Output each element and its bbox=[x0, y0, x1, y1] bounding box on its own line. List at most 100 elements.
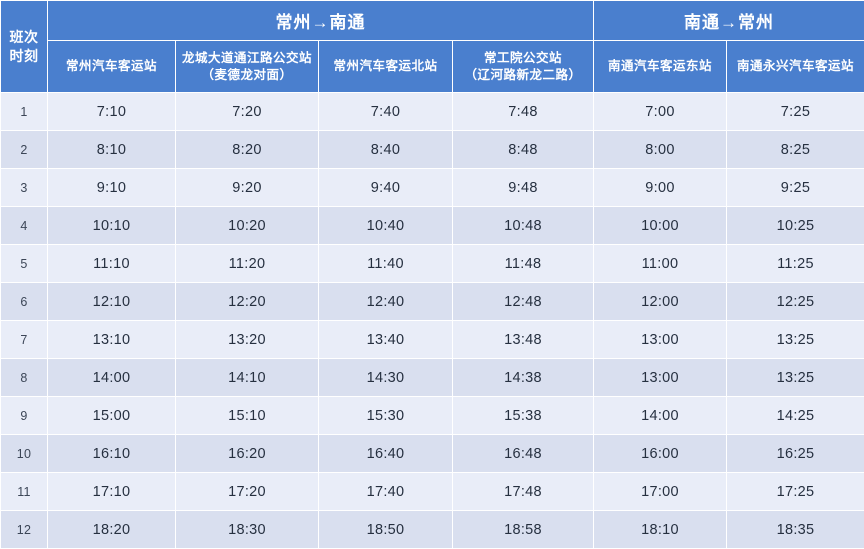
departure-time-cell: 7:40 bbox=[319, 93, 453, 131]
departure-time-cell: 11:25 bbox=[727, 245, 864, 283]
row-index-cell: 7 bbox=[1, 321, 48, 359]
header-corner-cell: 班次 时刻 bbox=[1, 1, 48, 93]
departure-time-cell: 11:40 bbox=[319, 245, 453, 283]
header-station-4: 南通汽车客运东站 bbox=[594, 41, 727, 93]
departure-time-cell: 13:00 bbox=[594, 321, 727, 359]
departure-time-cell: 8:20 bbox=[176, 131, 319, 169]
departure-time-cell: 11:20 bbox=[176, 245, 319, 283]
departure-time-cell: 18:50 bbox=[319, 511, 453, 549]
station-name-0: 常州汽车客运站 bbox=[66, 59, 157, 73]
departure-time-cell: 10:20 bbox=[176, 207, 319, 245]
departure-time-cell: 13:00 bbox=[594, 359, 727, 397]
departure-time-cell: 15:30 bbox=[319, 397, 453, 435]
departure-time-cell: 13:20 bbox=[176, 321, 319, 359]
departure-time-cell: 17:48 bbox=[453, 473, 594, 511]
departure-time-cell: 14:10 bbox=[176, 359, 319, 397]
departure-time-cell: 7:10 bbox=[48, 93, 176, 131]
departure-time-cell: 12:00 bbox=[594, 283, 727, 321]
departure-time-cell: 18:30 bbox=[176, 511, 319, 549]
header-group-nantong-to-changzhou: 南通→常州 bbox=[594, 1, 864, 41]
departure-time-cell: 14:30 bbox=[319, 359, 453, 397]
departure-time-cell: 14:25 bbox=[727, 397, 864, 435]
departure-time-cell: 7:25 bbox=[727, 93, 864, 131]
header-station-1: 龙城大道通江路公交站 （麦德龙对面） bbox=[176, 41, 319, 93]
departure-time-cell: 17:25 bbox=[727, 473, 864, 511]
row-index-cell: 3 bbox=[1, 169, 48, 207]
departure-time-cell: 8:48 bbox=[453, 131, 594, 169]
departure-time-cell: 13:25 bbox=[727, 321, 864, 359]
departure-time-cell: 11:00 bbox=[594, 245, 727, 283]
departure-time-cell: 11:10 bbox=[48, 245, 176, 283]
departure-time-cell: 9:40 bbox=[319, 169, 453, 207]
departure-time-cell: 16:20 bbox=[176, 435, 319, 473]
departure-time-cell: 12:25 bbox=[727, 283, 864, 321]
departure-time-cell: 8:00 bbox=[594, 131, 727, 169]
header-station-0: 常州汽车客运站 bbox=[48, 41, 176, 93]
departure-time-cell: 12:20 bbox=[176, 283, 319, 321]
header-station-3: 常工院公交站 （辽河路新龙二路） bbox=[453, 41, 594, 93]
departure-time-cell: 9:20 bbox=[176, 169, 319, 207]
departure-time-cell: 15:10 bbox=[176, 397, 319, 435]
station-name-1: 龙城大道通江路公交站 bbox=[182, 51, 312, 65]
departure-time-cell: 16:25 bbox=[727, 435, 864, 473]
departure-time-cell: 7:48 bbox=[453, 93, 594, 131]
departure-time-cell: 10:10 bbox=[48, 207, 176, 245]
table-header: 班次 时刻 常州→南通 南通→常州 常州汽车客运站 龙城大道通江路公交站 （麦德… bbox=[1, 1, 864, 93]
departure-time-cell: 18:20 bbox=[48, 511, 176, 549]
station-name-5: 南通永兴汽车客运站 bbox=[737, 59, 854, 73]
departure-time-cell: 18:58 bbox=[453, 511, 594, 549]
departure-time-cell: 7:00 bbox=[594, 93, 727, 131]
departure-time-cell: 12:40 bbox=[319, 283, 453, 321]
departure-time-cell: 10:25 bbox=[727, 207, 864, 245]
departure-time-cell: 10:48 bbox=[453, 207, 594, 245]
departure-time-cell: 12:10 bbox=[48, 283, 176, 321]
departure-time-cell: 10:00 bbox=[594, 207, 727, 245]
row-index-cell: 1 bbox=[1, 93, 48, 131]
departure-time-cell: 8:25 bbox=[727, 131, 864, 169]
header-group-row: 班次 时刻 常州→南通 南通→常州 bbox=[1, 1, 864, 41]
departure-time-cell: 9:00 bbox=[594, 169, 727, 207]
departure-time-cell: 7:20 bbox=[176, 93, 319, 131]
departure-time-cell: 14:00 bbox=[594, 397, 727, 435]
station-note-1: （麦德龙对面） bbox=[179, 67, 315, 84]
row-index-cell: 2 bbox=[1, 131, 48, 169]
departure-time-cell: 15:38 bbox=[453, 397, 594, 435]
departure-time-cell: 9:48 bbox=[453, 169, 594, 207]
departure-time-cell: 16:10 bbox=[48, 435, 176, 473]
row-index-cell: 4 bbox=[1, 207, 48, 245]
station-name-3: 常工院公交站 bbox=[484, 51, 562, 65]
header-station-row: 常州汽车客运站 龙城大道通江路公交站 （麦德龙对面） 常州汽车客运北站 常工院公… bbox=[1, 41, 864, 93]
departure-time-cell: 18:10 bbox=[594, 511, 727, 549]
station-name-2: 常州汽车客运北站 bbox=[333, 59, 437, 73]
row-index-cell: 10 bbox=[1, 435, 48, 473]
departure-time-cell: 8:10 bbox=[48, 131, 176, 169]
departure-time-cell: 17:20 bbox=[176, 473, 319, 511]
departure-time-cell: 15:00 bbox=[48, 397, 176, 435]
departure-time-cell: 16:40 bbox=[319, 435, 453, 473]
header-corner-line2: 时刻 bbox=[10, 48, 39, 64]
departure-time-cell: 9:10 bbox=[48, 169, 176, 207]
departure-time-cell: 14:00 bbox=[48, 359, 176, 397]
departure-time-cell: 13:10 bbox=[48, 321, 176, 359]
departure-time-cell: 9:25 bbox=[727, 169, 864, 207]
departure-time-cell: 13:40 bbox=[319, 321, 453, 359]
departure-time-cell: 10:40 bbox=[319, 207, 453, 245]
header-station-5: 南通永兴汽车客运站 bbox=[727, 41, 864, 93]
departure-time-cell: 13:25 bbox=[727, 359, 864, 397]
departure-time-cell: 11:48 bbox=[453, 245, 594, 283]
station-name-4: 南通汽车客运东站 bbox=[608, 59, 712, 73]
departure-time-cell: 14:38 bbox=[453, 359, 594, 397]
departure-time-cell: 13:48 bbox=[453, 321, 594, 359]
departure-time-cell: 16:00 bbox=[594, 435, 727, 473]
row-index-cell: 5 bbox=[1, 245, 48, 283]
